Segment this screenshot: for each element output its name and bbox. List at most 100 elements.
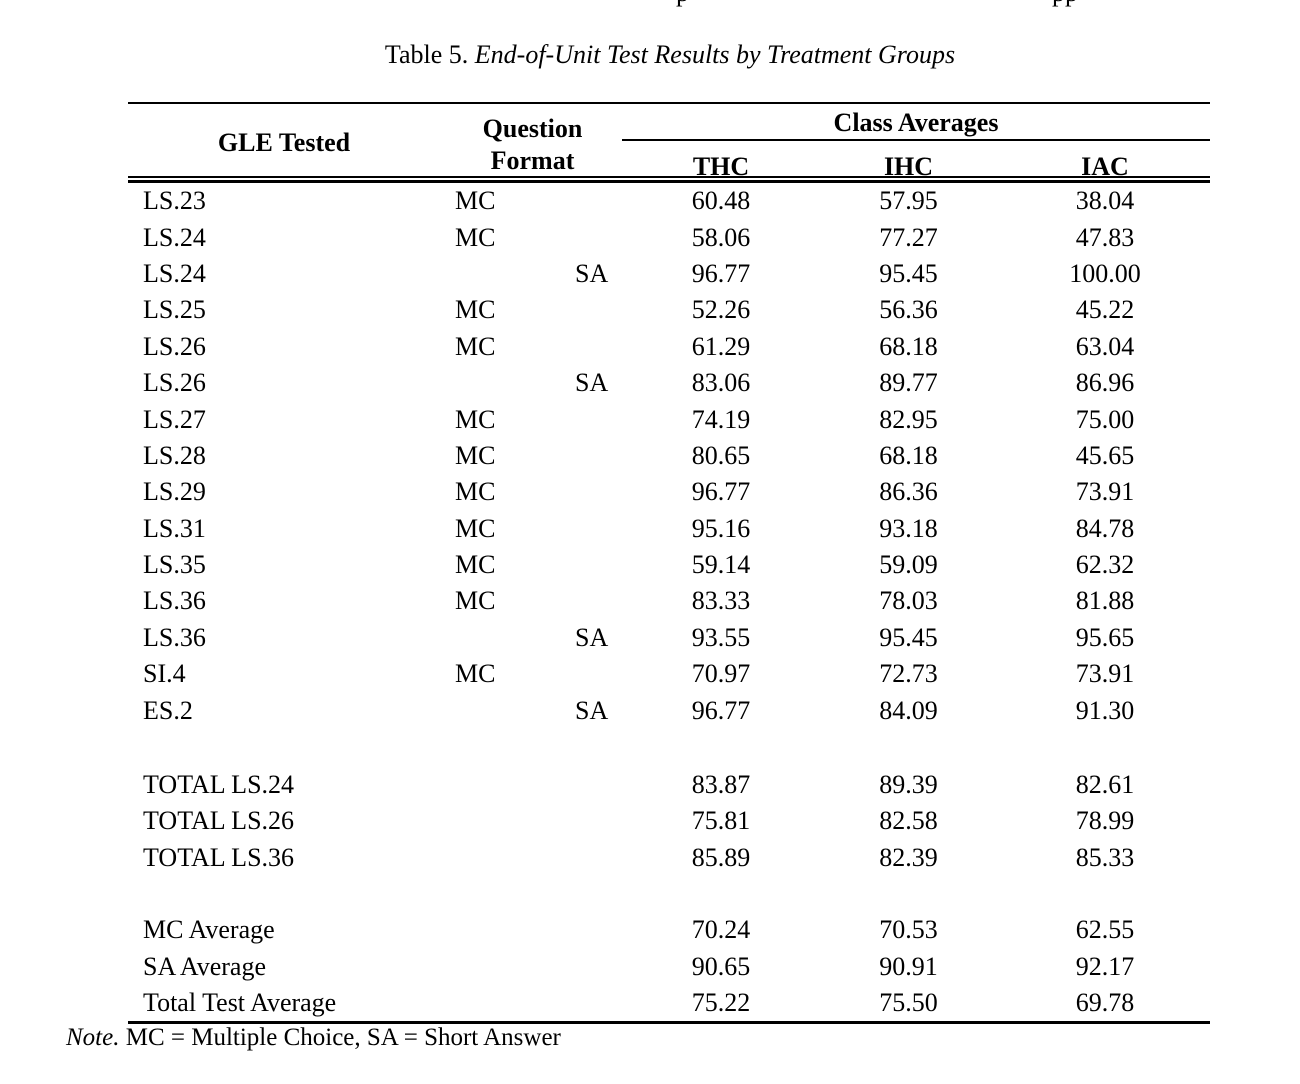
score-cell-thc: 83.87	[691, 770, 751, 800]
question-format-cell: MC	[455, 186, 496, 216]
gle-cell: LS.24	[143, 258, 206, 288]
column-header-question-format-line2: Format	[490, 146, 575, 175]
score-cell-ihc: 57.95	[879, 186, 938, 216]
gle-cell: SI.4	[143, 659, 186, 689]
question-format-cell: MC	[455, 440, 496, 470]
blank-row-spacer	[128, 729, 1210, 767]
table-row: LS.36 MC 83.33 78.03 81.88	[128, 583, 1210, 619]
score-cell-iac: 84.78	[1075, 513, 1135, 543]
score-cell-thc: 52.26	[691, 295, 751, 325]
score-cell-ihc: 82.58	[879, 806, 938, 836]
score-cell-thc: 75.22	[691, 988, 751, 1017]
header-divider-rule	[128, 176, 1210, 183]
score-cell-ihc: 82.39	[879, 842, 938, 872]
gle-cell: LS.27	[143, 404, 206, 434]
table-row: LS.23 MC 60.48 57.95 38.04	[128, 183, 1210, 219]
score-cell-thc: 61.29	[691, 331, 751, 361]
score-cell-iac: 45.65	[1075, 440, 1135, 470]
table-row: LS.31 MC 95.16 93.18 84.78	[128, 511, 1210, 547]
table-row: LS.26 MC 61.29 68.18 63.04	[128, 329, 1210, 365]
score-cell-iac: 69.78	[1075, 988, 1135, 1017]
score-cell-ihc: 68.18	[879, 440, 938, 470]
table-row: LS.27 MC 74.19 82.95 75.00	[128, 401, 1210, 437]
score-cell-thc: 90.65	[691, 951, 751, 981]
column-group-header-class-averages: Class Averages	[622, 110, 1210, 141]
gle-cell: LS.36	[143, 586, 206, 616]
gle-cell: LS.23	[143, 186, 206, 216]
score-cell-iac: 62.32	[1075, 550, 1135, 580]
score-cell-iac: 82.61	[1075, 770, 1135, 800]
table-body: LS.23 MC 60.48 57.95 38.04 LS.24 MC 58.06 77.27 4…	[128, 183, 1210, 1025]
score-cell-ihc: 82.95	[879, 404, 938, 434]
gle-cell: LS.25	[143, 295, 206, 325]
column-header-question-format-line1: Question	[482, 114, 583, 143]
score-cell-ihc: 89.39	[879, 770, 938, 800]
question-format-cell: MC	[455, 586, 496, 616]
blank-row-spacer	[128, 876, 1210, 912]
score-cell-ihc: 78.03	[879, 586, 938, 616]
question-format-cell: MC	[455, 477, 496, 507]
gle-cell: LS.29	[143, 477, 206, 507]
average-label-cell: MC Average	[143, 915, 275, 945]
gle-cell: LS.35	[143, 550, 206, 580]
score-cell-thc: 83.06	[691, 368, 751, 398]
score-cell-thc: 60.48	[691, 186, 751, 216]
table-row: LS.29 MC 96.77 86.36 73.91	[128, 474, 1210, 510]
total-row: TOTAL LS.26 75.81 82.58 78.99	[128, 803, 1210, 839]
table-row: LS.24 SA 96.77 95.45 100.00	[128, 256, 1210, 292]
gle-cell: LS.36	[143, 622, 206, 652]
gle-cell: LS.26	[143, 331, 206, 361]
question-format-cell: MC	[455, 659, 496, 689]
question-format-cell: MC	[455, 550, 496, 580]
score-cell-iac: 91.30	[1075, 695, 1135, 725]
total-label-cell: TOTAL LS.24	[143, 770, 295, 800]
score-cell-iac: 78.99	[1075, 806, 1135, 836]
question-format-cell: SA	[575, 368, 609, 398]
average-row: SA Average 90.65 90.91 92.17	[128, 948, 1210, 984]
score-cell-ihc: 84.09	[879, 695, 938, 725]
question-format-cell: SA	[575, 258, 609, 288]
column-header-gle-tested: GLE Tested	[217, 128, 351, 157]
score-cell-ihc: 95.45	[879, 622, 938, 652]
column-header-iac: IAC	[1081, 152, 1129, 181]
score-cell-ihc: 89.77	[879, 368, 938, 398]
score-cell-thc: 96.77	[691, 695, 751, 725]
score-cell-iac: 73.91	[1075, 659, 1135, 689]
average-row: Total Test Average 75.22 75.50 69.78	[128, 985, 1210, 1021]
score-cell-thc: 74.19	[691, 404, 751, 434]
score-cell-ihc: 93.18	[879, 513, 938, 543]
score-cell-thc: 93.55	[691, 622, 751, 652]
score-cell-thc: 83.33	[691, 586, 751, 616]
column-header-thc: THC	[692, 152, 750, 181]
table-note-label: Note.	[66, 1024, 120, 1051]
table-row: LS.25 MC 52.26 56.36 45.22	[128, 292, 1210, 328]
table-row: LS.35 MC 59.14 59.09 62.32	[128, 547, 1210, 583]
score-cell-ihc: 68.18	[879, 331, 938, 361]
score-cell-ihc: 95.45	[879, 258, 938, 288]
score-cell-thc: 96.77	[691, 477, 751, 507]
score-cell-thc: 95.16	[691, 513, 751, 543]
score-cell-iac: 63.04	[1075, 331, 1135, 361]
question-format-cell: MC	[455, 513, 496, 543]
question-format-cell: MC	[455, 222, 496, 252]
score-cell-thc: 70.24	[691, 915, 751, 945]
table-header: GLE Tested Question Format Class Average…	[128, 102, 1210, 180]
table-caption: Table 5. End-of-Unit Test Results by Tre…	[40, 41, 1300, 69]
score-cell-ihc: 56.36	[879, 295, 938, 325]
cropped-text-fragment-right: pp	[1052, 0, 1078, 6]
cropped-text-fragment-left: p	[676, 0, 689, 6]
score-cell-iac: 81.88	[1075, 586, 1135, 616]
score-cell-iac: 75.00	[1075, 404, 1135, 434]
score-cell-thc: 59.14	[691, 550, 751, 580]
results-table: GLE Tested Question Format Class Average…	[128, 102, 1210, 1025]
score-cell-ihc: 75.50	[879, 988, 938, 1017]
gle-cell: LS.24	[143, 222, 206, 252]
score-cell-iac: 95.65	[1075, 622, 1135, 652]
score-cell-iac: 45.22	[1075, 295, 1135, 325]
total-label-cell: TOTAL LS.36	[143, 842, 295, 872]
total-row: TOTAL LS.24 83.87 89.39 82.61	[128, 767, 1210, 803]
total-row: TOTAL LS.36 85.89 82.39 85.33	[128, 840, 1210, 876]
table-row: LS.36 SA 93.55 95.45 95.65	[128, 620, 1210, 656]
column-header-question-format: Question Format	[440, 113, 625, 177]
